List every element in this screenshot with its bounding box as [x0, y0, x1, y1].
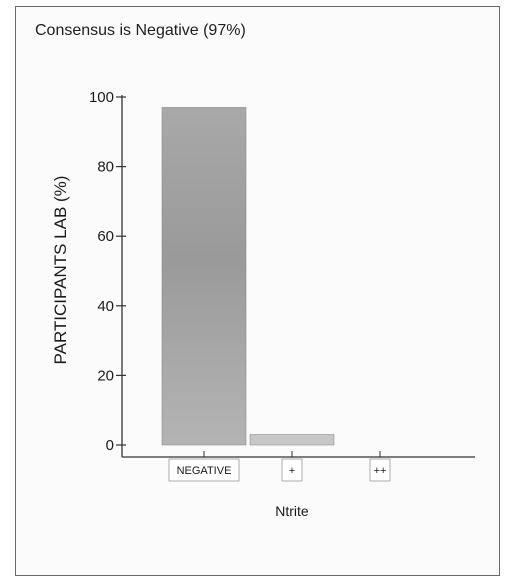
y-tick-label: 80	[97, 159, 114, 176]
bar-negative	[161, 107, 247, 446]
x-tick-label: ++	[374, 465, 387, 477]
y-tick-label: 40	[97, 298, 114, 315]
x-tick-label-box	[281, 458, 303, 482]
x-tick-label: +	[289, 465, 295, 477]
chart-frame	[15, 6, 500, 576]
y-tick-label: 100	[89, 89, 114, 106]
bar-plus	[249, 434, 335, 446]
axes: 0 20 40 60 80 100	[89, 89, 475, 458]
chart-title: Consensus is Negative (97%)	[35, 22, 246, 39]
bars	[161, 107, 335, 446]
x-tick-label-box	[168, 458, 240, 482]
x-tick-label-box	[369, 458, 391, 482]
x-tick-labels: NEGATIVE + ++	[168, 458, 391, 482]
x-tick-label: NEGATIVE	[177, 465, 232, 477]
x-axis-title: Ntrite	[275, 503, 309, 519]
y-tick-label: 0	[106, 437, 114, 454]
y-axis-title: PARTICIPANTS LAB (%)	[51, 176, 70, 365]
y-tick-label: 60	[97, 228, 114, 245]
y-tick-label: 20	[97, 367, 114, 384]
